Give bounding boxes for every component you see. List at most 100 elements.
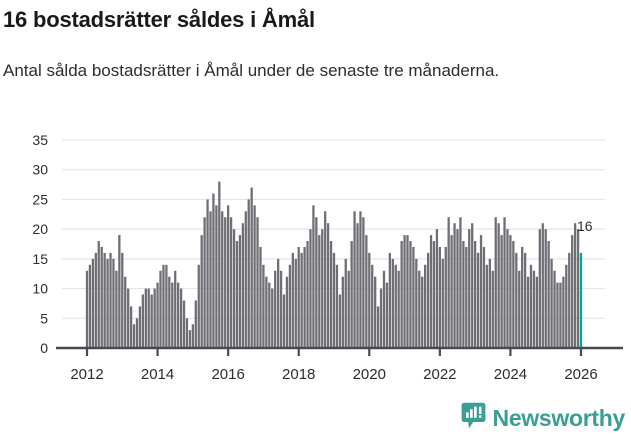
bar — [362, 217, 365, 348]
highlight-value-label: 16 — [577, 218, 593, 234]
bar — [112, 258, 115, 348]
bar — [559, 282, 562, 348]
bar — [315, 217, 318, 348]
bar — [521, 246, 524, 348]
bar — [182, 300, 186, 348]
bar — [88, 264, 92, 348]
x-tick-label: 2026 — [564, 366, 597, 383]
bar — [347, 270, 350, 348]
bar — [109, 252, 112, 348]
y-axis-tick-labels: 0 5 10 15 20 25 30 35 — [32, 132, 48, 356]
bar — [285, 276, 289, 348]
x-tick-label: 2018 — [282, 366, 315, 383]
bar — [209, 211, 212, 348]
bar — [94, 252, 97, 348]
bar — [482, 246, 486, 348]
bar — [329, 241, 333, 348]
bar — [294, 258, 297, 348]
bar — [385, 282, 389, 348]
bar-chart-speech-bubble-icon — [461, 402, 486, 434]
bar — [500, 235, 503, 348]
bar — [424, 264, 427, 348]
bar — [174, 270, 177, 348]
bar — [271, 288, 274, 348]
bar — [100, 246, 103, 348]
newsworthy-logo-text: Newsworthy — [492, 404, 626, 431]
bar — [479, 235, 483, 348]
bar — [85, 270, 89, 348]
bar — [353, 211, 356, 348]
newsworthy-logo[interactable]: Newsworthy — [461, 402, 625, 434]
x-axis-tick-labels: 2012 2014 2016 2018 2020 2022 2024 2026 — [70, 366, 597, 383]
bar — [374, 276, 377, 348]
bar — [541, 223, 544, 348]
bar — [221, 211, 224, 348]
bar — [197, 264, 200, 348]
value-label: 16 — [577, 218, 593, 234]
bar — [488, 258, 491, 348]
bar — [312, 205, 315, 348]
bar — [168, 276, 171, 348]
y-tick-label: 0 — [40, 340, 48, 356]
bar — [147, 288, 150, 348]
bar — [338, 294, 342, 348]
bar — [332, 252, 336, 348]
bar — [171, 282, 174, 348]
bar — [279, 270, 283, 348]
bar-chart: 0 5 10 15 20 25 30 35 2012 2014 2016 2018 2020 2022 2… — [0, 128, 631, 390]
bar — [215, 205, 218, 348]
chart-footer: Newsworthy — [0, 398, 631, 439]
bar — [185, 318, 189, 348]
bar — [121, 252, 124, 348]
bar — [241, 223, 244, 348]
bar — [462, 241, 465, 348]
bar — [127, 288, 130, 348]
bar — [253, 205, 256, 348]
bar — [403, 235, 406, 348]
bar — [356, 223, 359, 348]
bar — [235, 241, 239, 348]
axis — [56, 346, 623, 356]
bar — [468, 229, 471, 348]
bar — [188, 330, 192, 348]
bar — [532, 270, 536, 348]
bar — [106, 258, 109, 348]
bar — [376, 306, 380, 348]
x-tick-label: 2022 — [423, 366, 456, 383]
bar — [512, 241, 515, 348]
bar — [309, 229, 312, 348]
bar — [132, 324, 136, 348]
bar — [97, 241, 100, 348]
bar — [379, 288, 383, 348]
x-tick-label: 2014 — [141, 366, 174, 383]
bar — [321, 229, 324, 348]
bar — [265, 276, 268, 348]
bar — [465, 246, 468, 348]
bar — [206, 199, 209, 348]
bar — [535, 276, 539, 348]
bar — [303, 246, 306, 348]
bar — [503, 217, 506, 348]
x-tick-label: 2012 — [70, 366, 103, 383]
bar — [435, 229, 439, 348]
bar — [179, 288, 183, 348]
page-title: 16 bostadsrätter såldes i Åmål — [3, 7, 315, 32]
bar — [129, 306, 133, 348]
bar-highlight — [579, 252, 583, 348]
bar — [491, 270, 494, 348]
bar — [438, 246, 441, 348]
bar — [141, 294, 144, 348]
bar — [471, 223, 474, 348]
bar — [485, 264, 489, 348]
y-tick-label: 15 — [32, 251, 48, 267]
bar — [547, 241, 550, 348]
bar — [494, 217, 497, 348]
x-tick-label: 2024 — [494, 366, 527, 383]
x-tick-label: 2020 — [353, 366, 386, 383]
y-tick-label: 20 — [32, 221, 48, 237]
bar — [556, 282, 559, 348]
bar — [474, 241, 477, 348]
bar — [150, 294, 153, 348]
bar — [115, 270, 118, 348]
bar — [509, 235, 512, 348]
